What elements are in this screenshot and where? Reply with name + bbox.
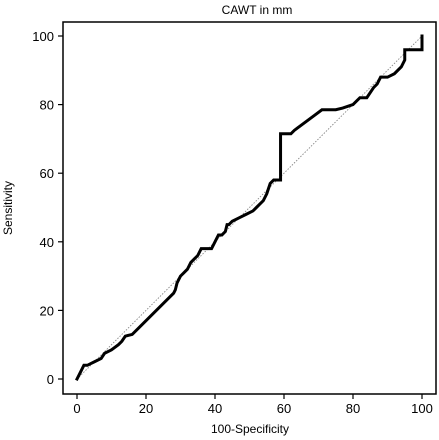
roc-curve-line: [74, 34, 424, 382]
x-axis: 0 20 40 60 80 100: [73, 394, 433, 416]
x-tick-label: 100: [411, 401, 433, 416]
y-tick-label: 80: [40, 98, 54, 113]
y-axis: 0 20 40 60 80 100: [32, 29, 63, 387]
y-tick-label: 0: [47, 372, 54, 387]
y-tick-label: 20: [40, 303, 54, 318]
y-tick-label: 60: [40, 166, 54, 181]
reference-diagonal-line: [76, 35, 423, 380]
x-tick-label: 60: [277, 401, 291, 416]
x-tick-label: 80: [346, 401, 360, 416]
x-tick-label: 20: [139, 401, 153, 416]
y-tick-label: 40: [40, 235, 54, 250]
x-axis-label: 100-Specificity: [211, 422, 289, 436]
x-tick-label: 0: [73, 401, 80, 416]
plot-frame: [62, 21, 437, 395]
y-tick-label: 100: [32, 29, 54, 44]
chart-title: CAWT in mm: [222, 3, 293, 17]
x-tick-label: 40: [208, 401, 222, 416]
series-layer: [74, 34, 424, 382]
y-axis-label: Sensitivity: [1, 181, 15, 235]
